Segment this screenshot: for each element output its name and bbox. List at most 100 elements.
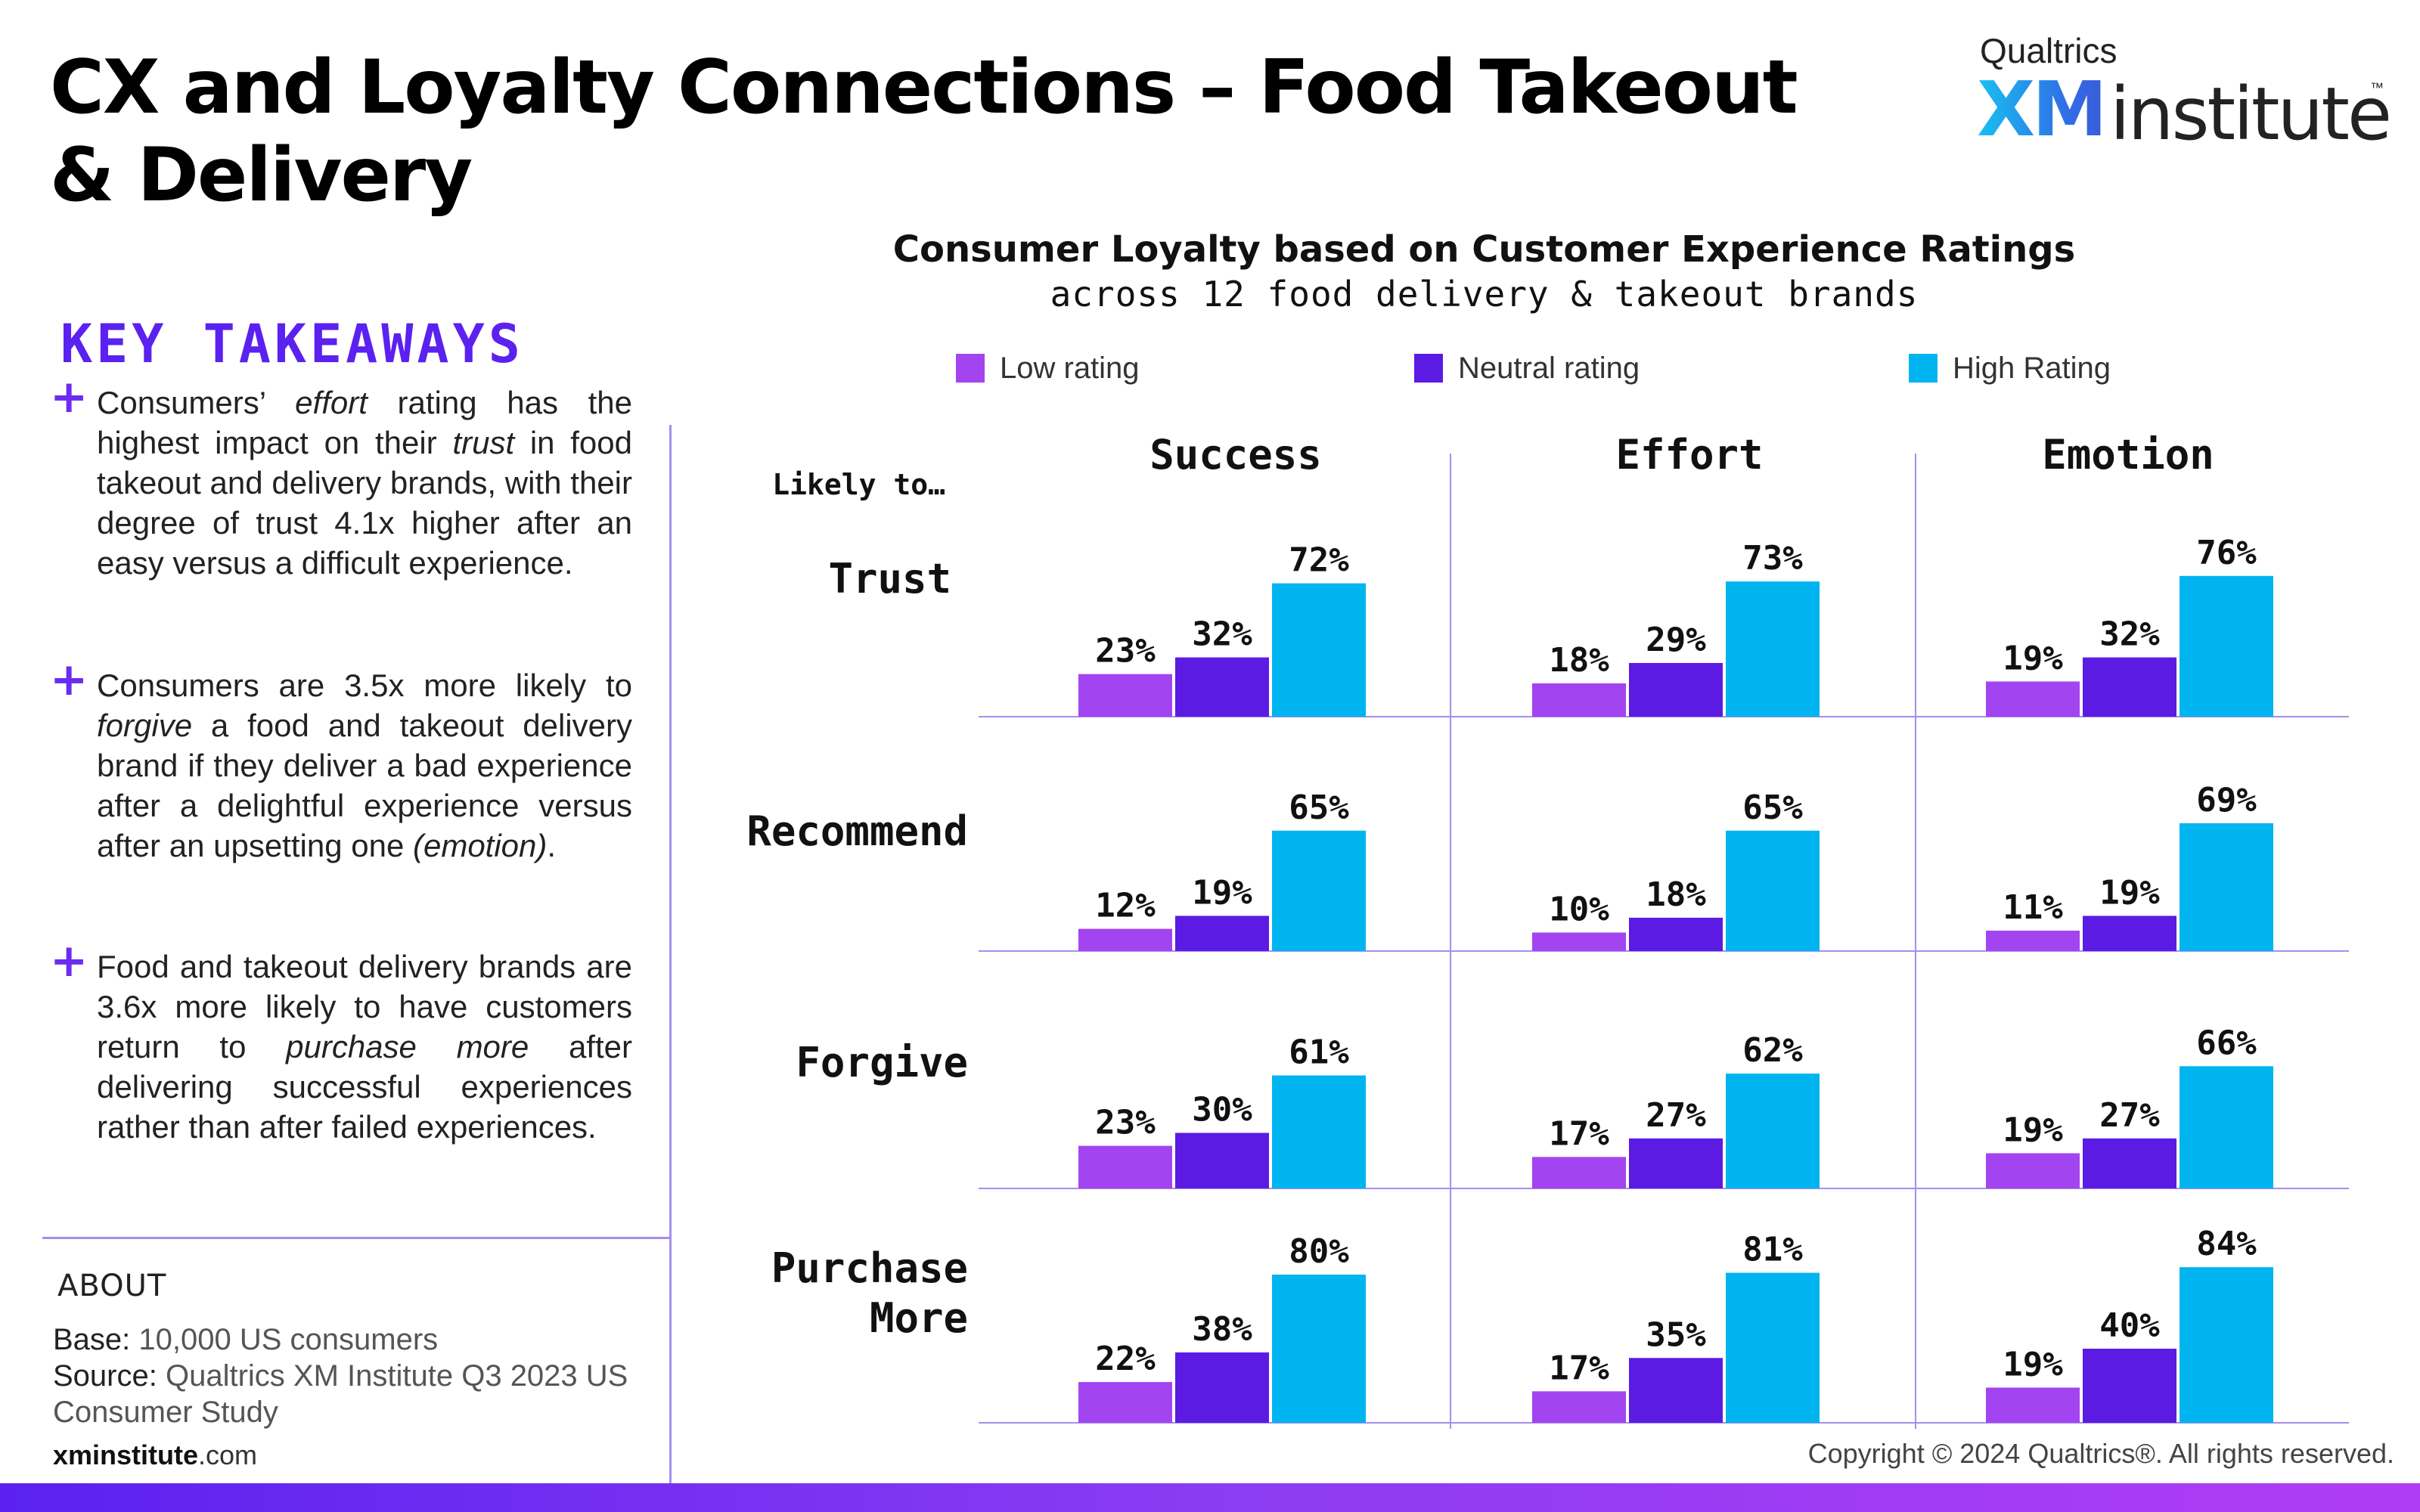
takeaway-item-3: + Food and takeout delivery brands are 3…: [50, 934, 632, 1147]
data-label-forgive-effort-high: 62%: [1742, 1031, 1803, 1070]
data-label-forgive-success-low: 23%: [1095, 1104, 1156, 1142]
column-heading-emotion: Emotion: [2042, 431, 2214, 479]
copyright-text: Copyright © 2024 Qualtrics®. All rights …: [1807, 1438, 2394, 1469]
bar-forgive-success-high: [1272, 1075, 1366, 1188]
data-label-purchase-more-success-high: 80%: [1289, 1232, 1349, 1271]
bar-forgive-effort-neutral: [1629, 1138, 1723, 1188]
data-label-forgive-emotion-low: 19%: [2003, 1111, 2063, 1149]
bar-recommend-effort-low: [1532, 932, 1626, 951]
data-label-purchase-more-effort-low: 17%: [1549, 1349, 1609, 1387]
data-label-purchase-more-success-low: 22%: [1095, 1340, 1156, 1378]
bar-recommend-emotion-neutral: [2083, 916, 2176, 951]
data-label-forgive-success-neutral: 30%: [1192, 1091, 1252, 1129]
about-base-value: 10,000 US consumers: [138, 1323, 439, 1356]
bar-recommend-success-neutral: [1175, 916, 1269, 951]
about-base-label: Base:: [53, 1323, 131, 1356]
about-divider: [42, 1237, 671, 1239]
logo-trademark: ™: [2370, 80, 2384, 95]
legend-swatch-high: [1909, 354, 1938, 383]
logo-institute-text: institute: [2110, 72, 2392, 156]
data-label-recommend-success-high: 65%: [1289, 789, 1349, 827]
bar-trust-success-high: [1272, 583, 1366, 717]
data-label-recommend-success-neutral: 19%: [1192, 873, 1252, 912]
bar-forgive-success-neutral: [1175, 1132, 1269, 1188]
data-label-trust-effort-neutral: 29%: [1646, 621, 1706, 659]
bar-purchase-more-emotion-neutral: [2083, 1349, 2176, 1423]
about-source: Source: Qualtrics XM Institute Q3 2023 U…: [53, 1358, 643, 1430]
bar-recommend-success-high: [1272, 830, 1366, 951]
data-label-trust-success-low: 23%: [1095, 632, 1156, 671]
legend-label-low: Low rating: [1000, 351, 1140, 385]
plus-icon: +: [50, 653, 88, 706]
bar-purchase-more-effort-neutral: [1629, 1358, 1723, 1423]
data-label-purchase-more-emotion-neutral: 40%: [2099, 1306, 2160, 1345]
bar-recommend-effort-neutral: [1629, 917, 1723, 951]
bar-purchase-more-effort-low: [1532, 1391, 1626, 1423]
data-label-forgive-emotion-high: 66%: [2196, 1024, 2257, 1062]
legend-item-high: High Rating: [1909, 349, 2111, 387]
website-bold: xminstitute: [53, 1439, 199, 1470]
likely-to-label: Likely to…: [772, 468, 945, 501]
website-suffix: .com: [198, 1439, 258, 1470]
bar-trust-effort-low: [1532, 683, 1626, 717]
bar-forgive-emotion-high: [2180, 1066, 2273, 1188]
bar-purchase-more-success-low: [1078, 1382, 1172, 1423]
left-panel-divider: [669, 425, 672, 1483]
bar-recommend-emotion-high: [2180, 823, 2273, 951]
bar-recommend-emotion-low: [1986, 931, 2080, 951]
data-label-recommend-effort-neutral: 18%: [1646, 875, 1706, 914]
data-label-purchase-more-effort-high: 81%: [1742, 1231, 1803, 1269]
data-label-purchase-more-success-neutral: 38%: [1192, 1310, 1252, 1349]
footer-gradient-bar: [0, 1483, 2420, 1512]
row-heading-forgive: Forgive: [796, 1039, 968, 1086]
legend-item-neutral: Neutral rating: [1414, 349, 1640, 387]
chart-subtitle: across 12 food delivery & takeout brands: [1050, 274, 1919, 314]
bar-recommend-success-low: [1078, 928, 1172, 951]
qualtrics-xm-institute-logo[interactable]: Qualtrics XM institute ™: [1977, 30, 2400, 156]
logo-brand-text: Qualtrics: [1980, 31, 2118, 70]
bar-trust-emotion-high: [2180, 575, 2273, 717]
row-heading-recommend: Recommend: [746, 807, 968, 855]
bar-trust-effort-neutral: [1629, 662, 1723, 717]
legend-item-low: Low rating: [956, 349, 1140, 387]
data-label-trust-effort-high: 73%: [1742, 539, 1803, 578]
data-label-recommend-emotion-low: 11%: [2003, 888, 2063, 927]
bar-forgive-emotion-neutral: [2083, 1138, 2176, 1188]
data-label-trust-effort-low: 18%: [1549, 641, 1609, 680]
data-label-trust-emotion-neutral: 32%: [2099, 615, 2160, 654]
data-label-forgive-emotion-neutral: 27%: [2099, 1096, 2160, 1135]
about-base: Base: 10,000 US consumers: [53, 1321, 643, 1358]
bar-trust-success-neutral: [1175, 657, 1269, 717]
data-label-purchase-more-effort-neutral: 35%: [1646, 1315, 1706, 1354]
data-label-forgive-success-high: 61%: [1289, 1033, 1349, 1072]
bar-trust-emotion-neutral: [2083, 657, 2176, 717]
takeaway-text-1: Consumers’ effort rating has the highest…: [97, 385, 633, 581]
bar-purchase-more-success-high: [1272, 1275, 1366, 1423]
data-label-recommend-emotion-high: 69%: [2196, 781, 2257, 820]
website-link[interactable]: xminstitute.com: [53, 1439, 257, 1471]
logo-xm-text: XM: [1977, 65, 2108, 153]
data-label-trust-success-neutral: 32%: [1192, 615, 1252, 654]
bar-trust-effort-high: [1726, 581, 1820, 717]
row-heading-purchase-more-line-2: More: [870, 1294, 968, 1342]
legend-swatch-neutral: [1414, 354, 1443, 383]
bar-trust-emotion-low: [1986, 681, 2080, 717]
data-label-trust-emotion-low: 19%: [2003, 639, 2063, 677]
chart-title: Consumer Loyalty based on Customer Exper…: [892, 228, 2076, 271]
key-takeaways-heading: KEY TAKEAWAYS: [60, 313, 524, 375]
row-heading-purchase-more-line-1: Purchase: [771, 1244, 968, 1292]
legend-label-high: High Rating: [1953, 351, 2111, 385]
bar-purchase-more-effort-high: [1726, 1272, 1820, 1423]
takeaway-text-2: Consumers are 3.5x more likely to forgiv…: [97, 668, 632, 863]
data-label-trust-success-high: 72%: [1289, 541, 1349, 580]
data-label-trust-emotion-high: 76%: [2196, 534, 2257, 572]
data-label-forgive-effort-neutral: 27%: [1646, 1096, 1706, 1135]
page-title: CX and Loyalty Connections – Food Takeou…: [50, 45, 1798, 218]
bar-purchase-more-success-neutral: [1175, 1352, 1269, 1423]
bar-forgive-emotion-low: [1986, 1153, 2080, 1188]
bar-trust-success-low: [1078, 674, 1172, 717]
plus-icon: +: [50, 934, 88, 987]
takeaway-item-1: + Consumers’ effort rating has the highe…: [50, 370, 633, 583]
bar-forgive-effort-high: [1726, 1074, 1820, 1188]
bar-purchase-more-emotion-high: [2180, 1267, 2273, 1423]
